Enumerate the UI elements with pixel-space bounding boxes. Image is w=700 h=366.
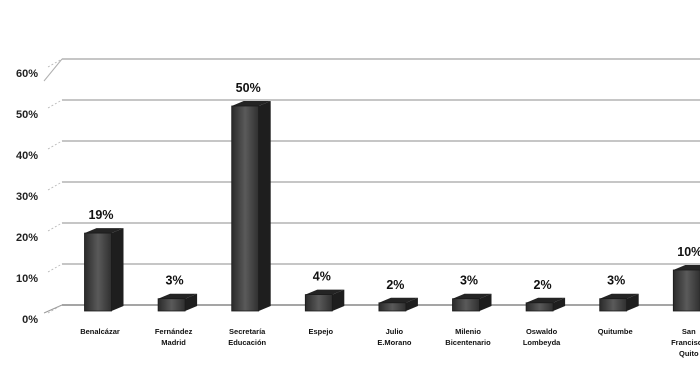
- bar: [599, 293, 639, 312]
- bar-side: [111, 228, 124, 311]
- bar-side: [332, 289, 345, 311]
- y-tick-label: 20%: [16, 232, 38, 244]
- category-label: SanFranciscoQuito: [671, 327, 700, 358]
- bar: [672, 265, 700, 312]
- bar-front: [157, 298, 186, 312]
- bar-front: [452, 298, 480, 312]
- y-tick-label: 50%: [16, 109, 38, 121]
- bar-side: [626, 293, 639, 311]
- bar: [231, 101, 271, 312]
- y-tick-label: 40%: [16, 150, 38, 162]
- gridline-side: [47, 304, 63, 314]
- bar-top: [231, 101, 271, 106]
- gridline-side: [47, 140, 63, 150]
- bar-side: [479, 293, 492, 311]
- category-label: Espejo: [309, 327, 334, 336]
- bar-side: [185, 293, 198, 311]
- gridline-side: [47, 181, 63, 191]
- bar-top: [673, 265, 700, 270]
- data-label: 50%: [236, 81, 261, 95]
- gridline-side: [47, 263, 63, 273]
- category-label: Secretaría Educación: [228, 327, 266, 347]
- bar-front: [672, 269, 700, 312]
- y-tick-label: 60%: [16, 68, 38, 80]
- bar-side: [553, 297, 566, 311]
- bar-top: [452, 293, 492, 299]
- data-labels: 19% 3% 50% 4% 2% 3% 2% 3% 10%: [88, 81, 700, 292]
- bar-top: [378, 297, 418, 303]
- bar: [84, 228, 124, 312]
- category-label: Fernández Madrid: [155, 327, 193, 347]
- category-label: Milenio Bicentenario: [445, 327, 491, 347]
- bar-top: [526, 297, 566, 303]
- bar-front: [599, 298, 628, 312]
- gridline-side: [47, 222, 63, 232]
- plot-area: [43, 58, 63, 314]
- bar-top: [158, 293, 198, 299]
- bar-top: [305, 289, 345, 295]
- y-tick-label: 10%: [16, 273, 38, 285]
- bars: [84, 101, 700, 312]
- data-label: 3%: [460, 274, 478, 288]
- y-tick-label: 0%: [22, 314, 38, 326]
- bar: [525, 297, 566, 312]
- bar-top: [599, 293, 639, 299]
- bar: [452, 293, 492, 312]
- gridline-side: [47, 99, 63, 109]
- gridline-side: [47, 58, 63, 68]
- bar-side: [405, 297, 418, 311]
- bar-front: [84, 232, 112, 312]
- bar-front: [231, 105, 260, 312]
- x-axis-labels: Benalcázar Fernández Madrid Secretaría Educa…: [80, 327, 700, 358]
- data-label: 3%: [166, 274, 184, 288]
- y-tick-label: 30%: [16, 191, 38, 203]
- bar-front: [525, 302, 554, 312]
- category-label: Benalcázar: [80, 327, 120, 336]
- bar: [304, 289, 345, 312]
- gridlines: [47, 58, 700, 314]
- data-label: 19%: [88, 208, 113, 222]
- wall-edge: [43, 58, 63, 82]
- bar-front: [304, 294, 333, 312]
- data-label: 2%: [534, 278, 552, 292]
- y-axis-ticks: 0% 10% 20% 30% 40% 50% 60%: [16, 68, 38, 326]
- data-label: 2%: [386, 278, 404, 292]
- bar: [378, 297, 418, 312]
- category-label: Julio E.Morano: [377, 327, 412, 347]
- data-label: 3%: [607, 274, 625, 288]
- bar-front: [378, 302, 407, 312]
- category-label: Oswaldo Lombeyda: [523, 327, 561, 347]
- data-label: 4%: [313, 270, 331, 284]
- bar-top: [84, 228, 124, 234]
- data-label: 10%: [677, 245, 700, 259]
- bar-side: [258, 101, 271, 311]
- category-label: Quitumbe: [598, 327, 633, 336]
- bar: [157, 293, 198, 312]
